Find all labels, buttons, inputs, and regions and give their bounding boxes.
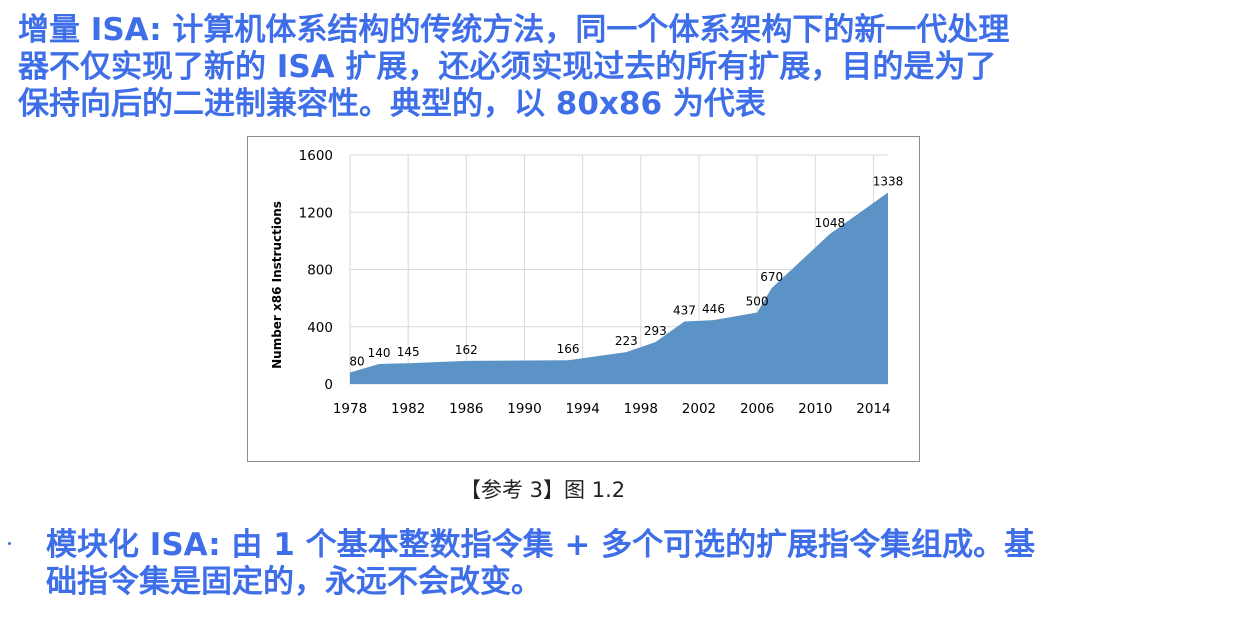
data-label: 437	[673, 303, 696, 317]
figure-caption: 【参考 3】图 1.2	[460, 478, 626, 502]
axis-layer: 0 400 800 1200 1600 1978 1982 1986 1990 1994 1998 2…	[299, 148, 891, 417]
data-label: 162	[455, 343, 478, 357]
y-tick-label: 1600	[299, 148, 333, 164]
heading-line-1: 增量 ISA: 计算机体系结构的传统方法，同一个体系架构下的新一代处理	[18, 12, 1010, 48]
x-tick-label: 1978	[333, 401, 367, 417]
data-label: 500	[746, 294, 769, 308]
x-tick-label: 2006	[740, 401, 774, 417]
x-tick-label: 1982	[391, 401, 425, 417]
y-tick-label: 800	[307, 263, 333, 279]
x-tick-label: 1990	[507, 401, 541, 417]
area-layer	[350, 192, 888, 384]
x-tick-label: 1986	[449, 401, 483, 417]
y-tick-label: 1200	[299, 205, 333, 221]
data-label: 670	[760, 270, 783, 284]
bullet-line-1: 模块化 ISA: 由 1 个基本整数指令集 + 多个可选的扩展指令集组成。基	[46, 527, 1036, 563]
bullet-marker	[8, 542, 11, 545]
x86-instructions-chart: 0 400 800 1200 1600 1978 1982 1986 1990 1994 1998 2…	[270, 148, 903, 417]
data-label: 166	[557, 342, 580, 356]
chart-frame: 0 400 800 1200 1600 1978 1982 1986 1990 1994 1998 2…	[247, 136, 920, 462]
data-label: 223	[615, 334, 638, 348]
bullet-text: 模块化 ISA: 由 1 个基本整数指令集 + 多个可选的扩展指令集组成。基 础…	[46, 527, 1236, 601]
data-label: 145	[397, 345, 420, 359]
data-label: 446	[702, 302, 725, 316]
heading-line-2: 器不仅实现了新的 ISA 扩展，还必须实现过去的所有扩展，目的是为了	[18, 49, 997, 85]
x-tick-label: 2010	[798, 401, 832, 417]
instructions-area	[350, 192, 888, 384]
data-label: 293	[644, 324, 667, 338]
x-tick-label: 2014	[856, 401, 890, 417]
y-tick-label: 0	[324, 377, 333, 393]
heading-line-3: 保持向后的二进制兼容性。典型的，以 80x86 为代表	[18, 86, 766, 122]
x-tick-label: 1994	[565, 401, 599, 417]
data-label: 1338	[873, 174, 904, 188]
bullet-line-2: 础指令集是固定的，永远不会改变。	[46, 564, 542, 600]
y-tick-label: 400	[307, 320, 333, 336]
x-tick-label: 2002	[682, 401, 716, 417]
y-axis-label: Number x86 Instructions	[270, 201, 284, 369]
data-label: 1048	[815, 216, 846, 230]
data-label-layer: 80 140 145 162 166 223 293 437 446 500 670 1048 1338	[349, 174, 903, 368]
x-tick-label: 1998	[624, 401, 658, 417]
data-label: 80	[349, 355, 364, 369]
data-label: 140	[368, 346, 391, 360]
heading-text: 增量 ISA: 计算机体系结构的传统方法，同一个体系架构下的新一代处理 器不仅实…	[18, 12, 1233, 123]
